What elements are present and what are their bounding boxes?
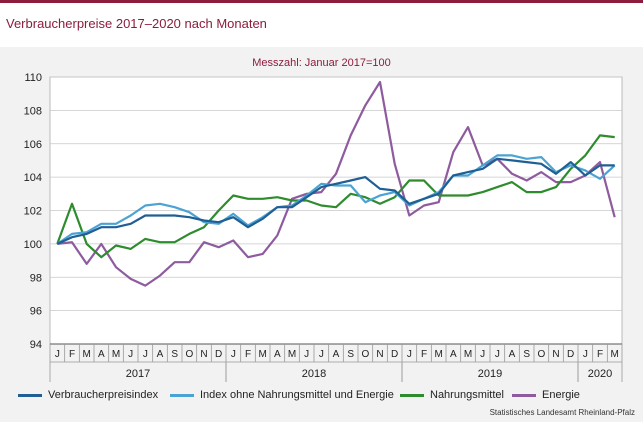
month-label: N — [552, 349, 559, 360]
source-note: Statistisches Landesamt Rheinland-Pfalz — [489, 408, 635, 417]
month-label: F — [421, 349, 427, 360]
series-line-2 — [56, 134, 615, 259]
month-label: J — [407, 349, 412, 360]
month-label: F — [245, 349, 251, 360]
y-tick-label: 98 — [30, 272, 42, 284]
top-accent-bar — [0, 0, 643, 3]
month-label: A — [157, 349, 164, 360]
series-line-3 — [57, 80, 616, 287]
legend-item-kerninflation: Index ohne Nahrungsmittel und Energie — [170, 389, 394, 401]
page-title: Verbraucherpreise 2017–2020 nach Monaten — [6, 16, 267, 31]
legend-item-energie: Energie — [512, 389, 580, 401]
month-label: M — [258, 349, 266, 360]
y-tick-label: 104 — [24, 172, 42, 184]
month-label: N — [376, 349, 383, 360]
month-label: J — [304, 349, 309, 360]
month-label: A — [98, 349, 105, 360]
y-tick-label: 106 — [24, 139, 42, 151]
month-label: M — [610, 349, 618, 360]
legend-swatch — [512, 393, 536, 397]
month-label: F — [69, 349, 75, 360]
month-label: J — [143, 349, 148, 360]
month-label: M — [112, 349, 120, 360]
month-label: D — [215, 349, 222, 360]
y-tick-label: 96 — [30, 306, 42, 318]
month-label: A — [274, 349, 281, 360]
month-label: J — [480, 349, 485, 360]
year-label: 2018 — [302, 368, 326, 380]
y-tick-label: 94 — [30, 339, 42, 351]
month-label: D — [391, 349, 398, 360]
legend-item-verbraucherpreisindex: Verbraucherpreisindex — [18, 389, 158, 401]
legend-item-nahrungsmittel: Nahrungsmittel — [400, 389, 504, 401]
legend-swatch — [400, 393, 424, 397]
month-label: M — [288, 349, 296, 360]
year-label: 2019 — [478, 368, 502, 380]
series-line-0 — [56, 157, 615, 245]
month-label: J — [55, 349, 60, 360]
y-tick-label: 102 — [24, 206, 42, 218]
month-label: A — [333, 349, 340, 360]
y-tick-label: 110 — [24, 72, 42, 84]
month-label: S — [523, 349, 530, 360]
month-label: D — [567, 349, 574, 360]
month-label: S — [171, 349, 178, 360]
legend-label: Nahrungsmittel — [430, 389, 504, 401]
y-tick-label: 108 — [24, 105, 42, 117]
year-label: 2017 — [126, 368, 150, 380]
year-label: 2020 — [588, 368, 612, 380]
legend-label: Index ohne Nahrungsmittel und Energie — [200, 389, 394, 401]
month-label: J — [319, 349, 324, 360]
month-label: M — [464, 349, 472, 360]
month-label: J — [231, 349, 236, 360]
month-label: A — [509, 349, 516, 360]
month-label: O — [185, 349, 193, 360]
month-label: J — [128, 349, 133, 360]
month-label: A — [450, 349, 457, 360]
legend-swatch — [18, 393, 42, 397]
month-label: O — [537, 349, 545, 360]
legend-label: Verbraucherpreisindex — [48, 389, 159, 401]
month-label: J — [583, 349, 588, 360]
month-label: J — [495, 349, 500, 360]
legend-label: Energie — [542, 389, 580, 401]
month-label: O — [361, 349, 369, 360]
month-label: N — [200, 349, 207, 360]
legend-swatch — [170, 393, 194, 397]
month-label: S — [347, 349, 354, 360]
chart-subtitle: Messzahl: Januar 2017=100 — [252, 57, 391, 69]
month-label: M — [434, 349, 442, 360]
month-label: M — [82, 349, 90, 360]
y-tick-label: 100 — [24, 239, 42, 251]
month-label: F — [597, 349, 603, 360]
series-line-1 — [56, 154, 616, 245]
